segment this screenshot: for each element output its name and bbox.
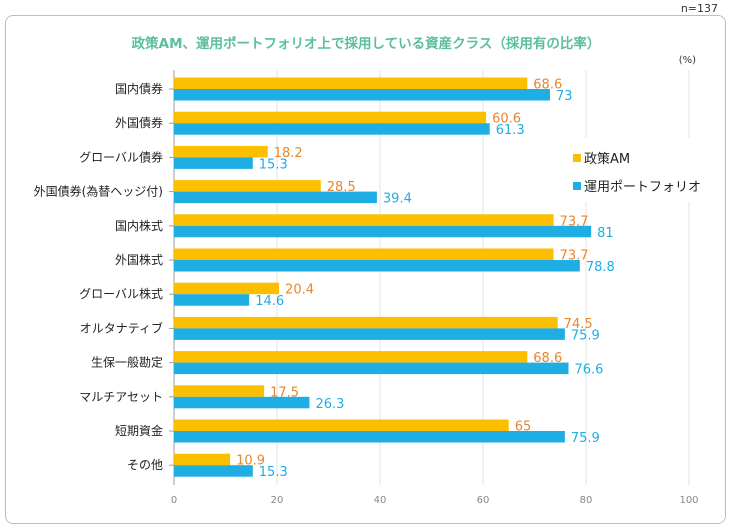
category-label: マルチアセット [79,390,163,404]
data-label-a: 17.5 [270,385,299,400]
bar-series-a [174,419,509,431]
category-label: 短期資金 [115,423,163,438]
category-label: 外国債券 [115,115,163,130]
data-label-a: 65 [515,420,532,435]
data-label-b: 39.4 [383,192,412,207]
x-tick-label: 60 [477,495,490,506]
legend: 政策AM 運用ポートフォリオ [566,138,716,202]
bar-series-a [174,453,231,466]
x-tick-label: 20 [271,495,284,506]
data-label-a: 10.9 [236,454,265,469]
x-tick-label: 100 [679,495,698,506]
data-label-a: 18.2 [274,146,303,161]
data-label-a: 60.6 [492,112,521,127]
bar-series-b [174,431,565,443]
category-label: 生保一般勘定 [91,355,163,370]
legend-swatch-a [573,154,581,162]
bar-series-a [174,180,321,192]
data-label-b: 15.3 [259,465,288,480]
bar-series-a [174,282,280,295]
data-label-b: 73 [556,89,573,104]
chart-title: 政策AM、運用ポートフォリオ上で採用している資産クラス（採用有の比率） [131,36,601,52]
x-tick-label: 0 [171,495,177,506]
data-label-a: 74.5 [564,317,593,332]
data-label-b: 81 [597,226,614,241]
sample-size: n=137 [680,2,718,15]
legend-box [566,138,716,202]
data-label-a: 73.7 [560,249,589,264]
bar-series-a [174,316,558,329]
legend-label-b: 運用ポートフォリオ [584,180,701,195]
bar-series-a [174,77,528,89]
data-label-b: 14.6 [255,294,284,309]
category-label: 国内債券 [115,81,163,96]
category-label: 外国株式 [115,252,163,267]
data-label-a: 68.6 [533,351,562,366]
category-label: グローバル株式 [79,286,163,301]
data-label-a: 68.6 [533,78,562,93]
bar-series-a [174,111,487,124]
data-label-b: 61.3 [496,123,525,138]
bar-series-b [174,157,253,169]
data-label-b: 75.9 [571,328,600,343]
data-label-b: 78.8 [586,260,615,275]
bar-series-b [174,396,310,409]
bar-series-b [174,362,569,375]
category-label: その他 [127,458,163,472]
data-label-a: 28.5 [327,180,356,195]
bar-series-a [174,145,268,158]
x-tick-label: 40 [374,495,387,506]
data-label-b: 76.6 [574,363,603,378]
data-label-b: 15.3 [259,157,288,172]
bar-series-b [174,328,565,340]
bar-series-a [174,351,528,363]
category-label: オルタナティブ [80,320,163,335]
data-label-a: 73.7 [560,214,589,229]
bars [174,77,592,477]
bar-series-a [174,248,554,260]
legend-label-a: 政策AM [584,151,630,167]
bar-series-b [174,89,550,101]
bar-series-b [174,260,580,272]
unit-label: (%) [679,55,696,66]
bar-series-b [174,465,253,477]
category-label: 外国債券(為替ヘッジ付) [34,184,163,199]
bar-series-b [174,294,250,306]
bar-series-b [174,191,377,204]
category-label: グローバル債券 [79,149,163,164]
x-tick-label: 80 [580,495,593,506]
bar-series-b [174,123,490,135]
legend-swatch-b [573,182,581,190]
bar-series-b [174,225,592,238]
category-label: 国内株式 [115,218,163,233]
data-label-b: 26.3 [315,397,344,412]
data-label-b: 75.9 [571,431,600,446]
bar-series-a [174,214,554,226]
bar-series-a [174,385,265,397]
data-label-a: 20.4 [285,283,314,298]
